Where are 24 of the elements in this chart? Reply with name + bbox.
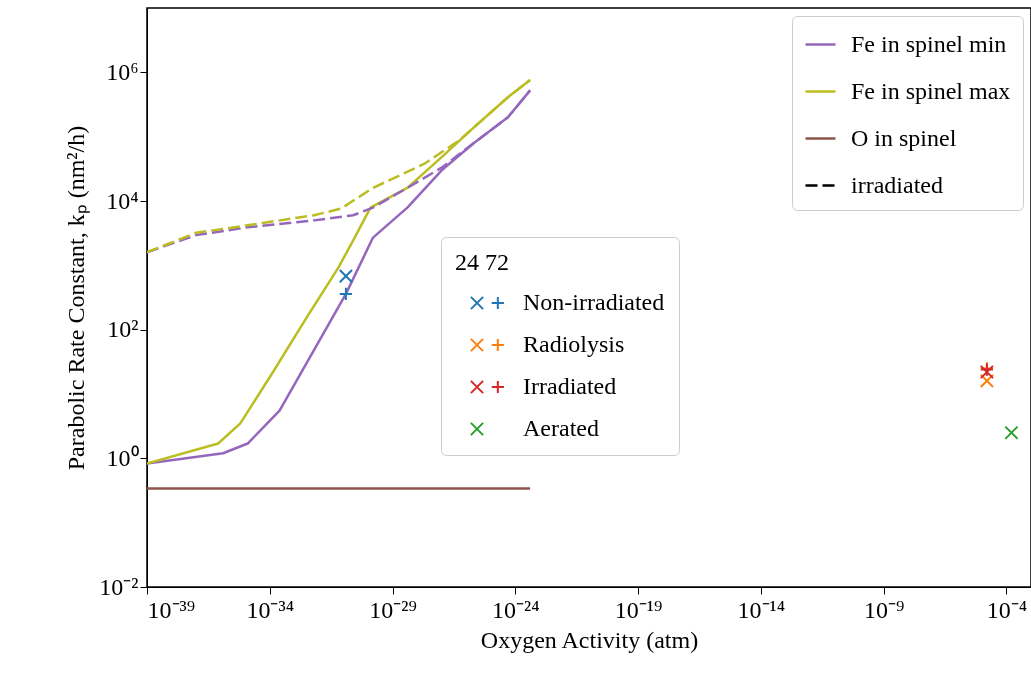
legend-label: Irradiated (523, 373, 617, 399)
x-tick-label: 10⁻³⁴ (246, 596, 295, 623)
x-tick-label: 10⁻¹⁴ (737, 596, 786, 623)
y-tick-label: 10⁶ (106, 58, 139, 85)
y-tick-label: 10⁻² (99, 573, 139, 600)
legend-label: Fe in spinel min (851, 30, 1007, 57)
x-tick-label: 10⁻²⁹ (369, 596, 417, 623)
legend-label: Radiolysis (523, 331, 625, 357)
x-tick-label: 10⁻⁹ (863, 596, 905, 623)
x-axis-title: Oxygen Activity (atm) (480, 626, 699, 653)
x-tick-label: 10⁻¹⁹ (614, 596, 663, 623)
y-tick-label: 10⁴ (106, 187, 139, 214)
x-tick-label: 10⁻²⁴ (492, 596, 540, 623)
legend-label: Fe in spinel max (851, 77, 1011, 104)
legend-label: Aerated (523, 415, 599, 441)
legend-label: O in spinel (851, 124, 957, 151)
y-tick-label: 10⁰ (106, 444, 139, 471)
y-tick-label: 10² (107, 316, 139, 343)
legend-label: Non-irradiated (523, 289, 665, 315)
legend-title: 24 72 (455, 249, 509, 275)
x-tick-label: 10⁻³⁹ (147, 596, 196, 623)
y-axis-title: Parabolic Rate Constant, kₚ (nm²/h) (63, 125, 91, 471)
x-tick-label: 10⁻⁴ (986, 596, 1028, 623)
annotation: irradiated (851, 171, 943, 198)
